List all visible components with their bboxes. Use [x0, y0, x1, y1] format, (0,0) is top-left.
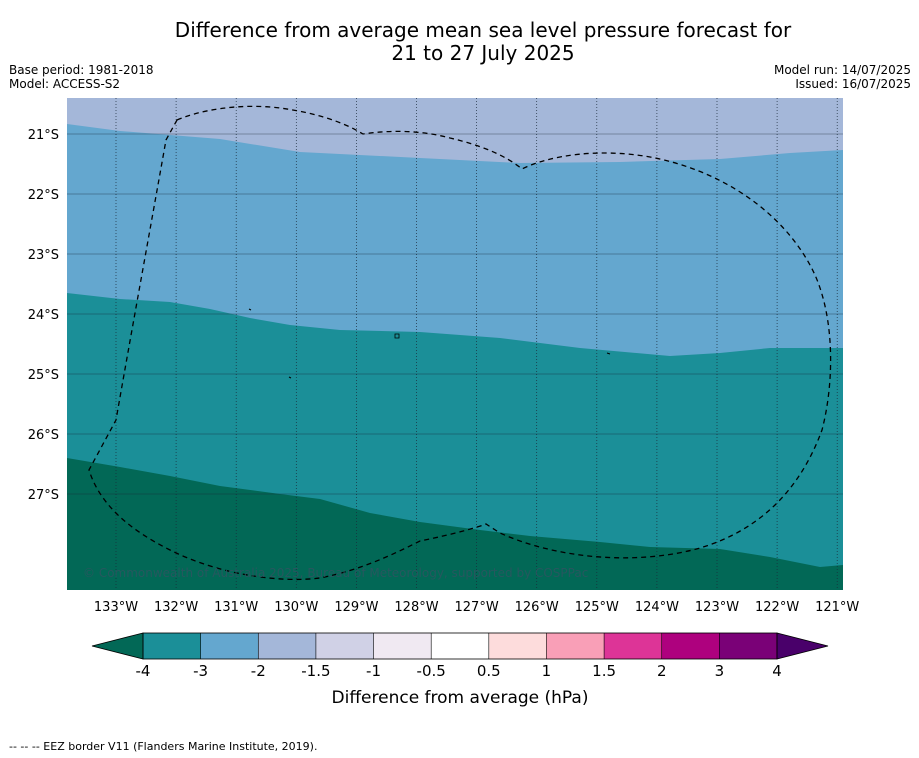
- colorbar-tick-label: -3: [193, 662, 208, 680]
- colorbar-high-extend: [776, 632, 829, 660]
- longitude-label: 125°W: [575, 600, 619, 615]
- run-info: Model run: 14/07/2025 Issued: 16/07/2025: [774, 63, 911, 91]
- longitude-label: 124°W: [635, 600, 679, 615]
- eez-legend: -- -- -- EEZ border V11 (Flanders Marine…: [9, 740, 318, 753]
- colorbar-segment: [315, 633, 374, 659]
- map-title: Difference from average mean sea level p…: [0, 19, 919, 65]
- issued-date: Issued: 16/07/2025: [795, 77, 911, 91]
- latitude-label: 23°S: [28, 248, 59, 263]
- longitude-label: 133°W: [94, 600, 138, 615]
- colorbar-segment: [431, 633, 490, 659]
- longitude-label: 132°W: [154, 600, 198, 615]
- copyright-notice: © Commonwealth of Australia 2025, Bureau…: [83, 566, 588, 580]
- colorbar-segment: [661, 633, 720, 659]
- longitude-label: 127°W: [455, 600, 499, 615]
- island: [248, 308, 252, 311]
- colorbar-tick-label: -4: [136, 662, 151, 680]
- colorbar-label: Difference from average (hPa): [332, 688, 589, 708]
- latitude-labels: 21°S 22°S 23°S 24°S 25°S 26°S 27°S: [28, 128, 59, 503]
- colorbar-tick-label: -0.5: [417, 662, 446, 680]
- band-minus-4: [67, 458, 843, 590]
- latitude-label: 27°S: [28, 488, 59, 503]
- colorbar-tick-label: 3: [715, 662, 725, 680]
- latitude-label: 25°S: [28, 368, 59, 383]
- longitude-label: 122°W: [755, 600, 799, 615]
- island: [394, 333, 400, 339]
- title-line-1: Difference from average mean sea level p…: [174, 18, 792, 42]
- colorbar-tick-label: 1: [542, 662, 552, 680]
- longitude-label: 121°W: [815, 600, 859, 615]
- latitude-label: 26°S: [28, 428, 59, 443]
- colorbar-tick-label: 0.5: [477, 662, 501, 680]
- latitude-label: 22°S: [28, 188, 59, 203]
- colorbar-segment: [604, 633, 663, 659]
- longitude-label: 126°W: [515, 600, 559, 615]
- colorbar-low-extend: [91, 632, 144, 660]
- longitude-label: 128°W: [394, 600, 438, 615]
- island: [606, 352, 611, 355]
- longitude-labels: 133°W 132°W 131°W 130°W 129°W 128°W 127°W 126°W…: [94, 600, 860, 615]
- model-name: Model: ACCESS-S2: [9, 77, 121, 91]
- island: [288, 376, 292, 379]
- map-plot-area: © Commonwealth of Australia 2025, Bureau…: [67, 98, 843, 590]
- longitude-label: 123°W: [695, 600, 739, 615]
- colorbar-tick-label: -1.5: [301, 662, 330, 680]
- colorbar: -4 -3 -2 -1.5 -1 -0.5 0.5 1 1.5 2 3 4 Difference fr…: [91, 632, 829, 708]
- colorbar-segment: [143, 633, 201, 659]
- colorbar-segment: [546, 633, 605, 659]
- longitude-label: 131°W: [214, 600, 258, 615]
- eez-border: [88, 105, 832, 581]
- title-line-2: 21 to 27 July 2025: [391, 41, 575, 65]
- model-info: Base period: 1981-2018 Model: ACCESS-S2: [9, 63, 154, 91]
- colorbar-segment: [258, 633, 317, 659]
- colorbar-segment: [373, 633, 432, 659]
- longitude-label: 129°W: [334, 600, 378, 615]
- colorbar-tick-label: -2: [251, 662, 266, 680]
- colorbar-segment: [719, 633, 778, 659]
- model-run: Model run: 14/07/2025: [773, 63, 911, 77]
- colorbar-segment: [488, 633, 547, 659]
- colorbar-tick-label: 4: [772, 662, 782, 680]
- colorbar-tick-label: 1.5: [592, 662, 616, 680]
- colorbar-tick-label: 2: [657, 662, 667, 680]
- graticule: [67, 98, 843, 590]
- colorbar-segment: [200, 633, 259, 659]
- latitude-label: 24°S: [28, 308, 59, 323]
- latitude-label: 21°S: [28, 128, 59, 143]
- colorbar-tick-label: -1: [366, 662, 381, 680]
- base-period: Base period: 1981-2018: [9, 63, 154, 77]
- longitude-label: 130°W: [274, 600, 318, 615]
